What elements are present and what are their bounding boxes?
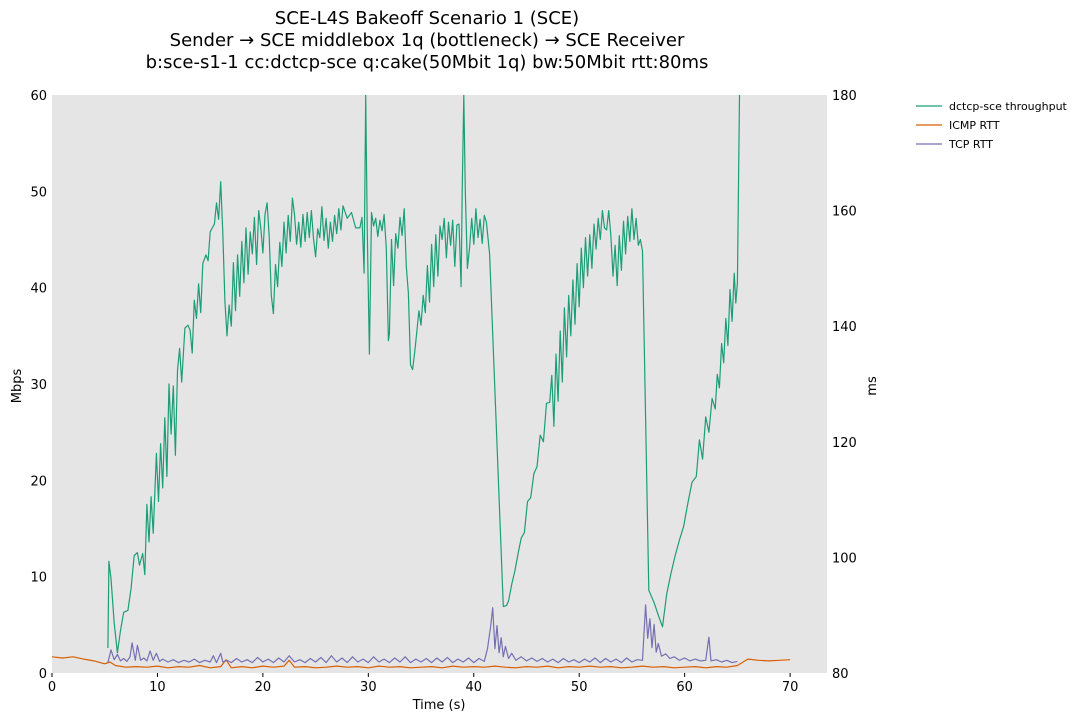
plot-area (52, 95, 827, 673)
y2-axis-label: ms (865, 376, 880, 396)
x-tick-label: 20 (255, 680, 272, 695)
y2-tick-label: 180 (832, 89, 857, 104)
x-tick-label: 30 (360, 680, 377, 695)
y2-tick-label: 120 (832, 436, 857, 451)
y-tick-label: 50 (30, 185, 47, 200)
legend-label: TCP RTT (948, 138, 993, 151)
x-tick-label: 60 (676, 680, 693, 695)
chart-title-line-1: SCE-L4S Bakeoff Scenario 1 (SCE) (275, 8, 579, 29)
x-axis-ticks: 0 10 20 30 40 50 60 70 (48, 673, 799, 695)
series-layer (52, 95, 791, 669)
chart-title-line-3: b:sce-s1-1 cc:dctcp-sce q:cake(50Mbit 1q… (146, 52, 709, 73)
y2-tick-label: 100 (832, 551, 857, 566)
y-tick-label: 20 (30, 474, 47, 489)
x-tick-label: 0 (48, 680, 56, 695)
x-tick-label: 40 (465, 680, 482, 695)
legend-label: ICMP RTT (949, 119, 1000, 132)
y-axis-ticks: 0 10 20 30 40 50 60 (30, 89, 47, 682)
x-tick-label: 50 (571, 680, 588, 695)
x-axis-label: Time (s) (412, 698, 466, 713)
y2-axis-ticks: 80 100 120 140 160 180 (832, 89, 857, 682)
legend-label: dctcp-sce throughput (949, 100, 1068, 113)
series-line-icmp-rtt (52, 656, 791, 669)
chart-title-line-2: Sender → SCE middlebox 1q (bottleneck) →… (170, 30, 685, 51)
series-line-tcp-rtt (107, 604, 738, 664)
y2-tick-label: 160 (832, 205, 857, 220)
y-tick-label: 60 (30, 89, 47, 104)
legend: dctcp-sce throughput ICMP RTT TCP RTT (916, 100, 1068, 151)
y-tick-label: 0 (39, 667, 47, 682)
y-tick-label: 10 (30, 571, 47, 586)
y2-tick-label: 140 (832, 320, 857, 335)
series-line-dctcp-sce-throughput (107, 95, 741, 654)
x-tick-label: 10 (149, 680, 166, 695)
x-tick-label: 70 (782, 680, 799, 695)
y2-tick-label: 80 (832, 667, 849, 682)
y-tick-label: 30 (30, 378, 47, 393)
y-tick-label: 40 (30, 282, 47, 297)
y-axis-label: Mbps (10, 369, 25, 404)
